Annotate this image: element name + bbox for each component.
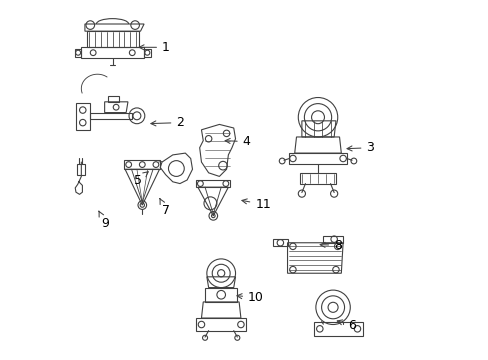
Text: 2: 2 <box>151 116 184 129</box>
Text: 4: 4 <box>224 135 250 148</box>
Text: 11: 11 <box>242 198 270 211</box>
Text: 6: 6 <box>337 319 356 332</box>
Text: 9: 9 <box>99 211 109 230</box>
Text: 1: 1 <box>139 41 169 54</box>
Text: 3: 3 <box>346 141 373 154</box>
Text: 8: 8 <box>320 239 342 252</box>
Text: 7: 7 <box>160 199 170 217</box>
Text: 10: 10 <box>237 291 264 304</box>
Text: 5: 5 <box>134 172 148 186</box>
